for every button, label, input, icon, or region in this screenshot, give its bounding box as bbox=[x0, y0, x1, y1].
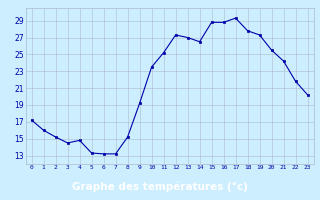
Text: Graphe des températures (°c): Graphe des températures (°c) bbox=[72, 182, 248, 192]
